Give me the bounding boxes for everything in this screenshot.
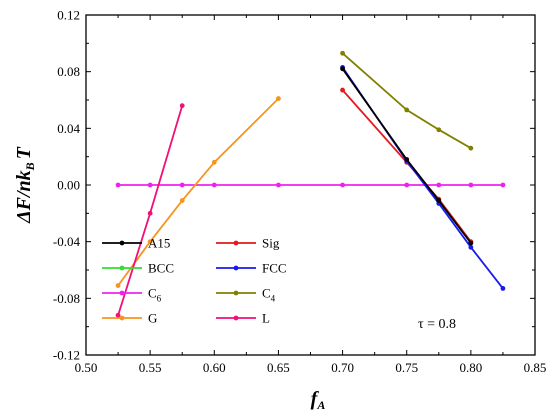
data-point-c6 <box>436 182 442 188</box>
x-tick-label: 0.85 <box>524 360 547 375</box>
legend-swatch-marker <box>233 240 239 246</box>
data-point-c6 <box>115 182 121 188</box>
series-a15 <box>340 66 474 246</box>
legend-entry-c4: C4 <box>216 286 276 304</box>
data-point-c6 <box>340 182 345 188</box>
x-tick-label: 0.70 <box>331 360 354 375</box>
data-point-g <box>211 159 217 165</box>
series-line-l <box>117 105 184 316</box>
y-tick-label: 0.08 <box>57 64 80 79</box>
series-line-a15 <box>341 68 472 244</box>
legend-label: FCC <box>262 261 287 276</box>
legend-entry-bcc: BCC <box>102 261 174 276</box>
data-point-a15 <box>404 157 410 162</box>
data-point-g <box>115 283 121 288</box>
data-point-c6 <box>147 182 153 188</box>
y-tick-label: 0.12 <box>57 8 80 23</box>
legend-swatch-marker <box>119 265 125 271</box>
x-tick-label: 0.75 <box>395 360 418 375</box>
legend-label: BCC <box>148 261 174 276</box>
series-layer <box>115 50 506 318</box>
legend-entry-l: L <box>216 311 270 326</box>
legend-label: G <box>148 311 157 326</box>
data-point-g <box>179 198 185 203</box>
data-point-c4 <box>436 127 442 133</box>
x-tick-label: 0.65 <box>267 360 290 375</box>
annotation-tau: τ = 0.8 <box>418 317 456 332</box>
legend-label: L <box>262 311 270 326</box>
data-point-c4 <box>404 107 410 113</box>
data-point-fcc <box>468 244 474 250</box>
y-tick-label: -0.12 <box>53 348 80 363</box>
series-g <box>115 96 281 288</box>
legend-swatch-marker <box>119 290 125 296</box>
legend-swatch-marker <box>119 240 125 246</box>
series-line-c4 <box>342 52 472 149</box>
legend-entry-g: G <box>102 311 157 326</box>
series-line-fcc <box>341 66 504 289</box>
legend-entry-c6: C6 <box>102 286 162 304</box>
x-tick-label: 0.60 <box>203 360 226 375</box>
series-line-g <box>117 97 280 287</box>
data-point-c4 <box>468 145 474 151</box>
data-point-g <box>147 239 153 245</box>
data-point-a15 <box>340 66 345 72</box>
x-axis: 0.50 0.55 0.60 0.65 0.70 0.75 0.80 0.85 <box>75 15 547 375</box>
data-point-g <box>276 96 281 101</box>
y-tick-label: -0.04 <box>53 234 81 249</box>
data-point-c6 <box>500 182 506 188</box>
legend-label: C6 <box>148 286 162 304</box>
x-tick-label: 0.55 <box>139 360 162 375</box>
y-tick-label: -0.08 <box>53 291 80 306</box>
data-point-c6 <box>211 182 217 188</box>
data-point-sig <box>340 87 345 93</box>
data-point-l <box>115 312 121 318</box>
data-point-l <box>147 210 153 216</box>
legend-label: A15 <box>148 236 170 251</box>
x-tick-label: 0.50 <box>75 360 98 375</box>
data-point-a15 <box>468 240 474 246</box>
data-point-c6 <box>179 182 185 188</box>
legend-entry-a15: A15 <box>102 236 170 251</box>
data-point-a15 <box>436 198 442 203</box>
data-point-c6 <box>468 182 474 188</box>
series-c6 <box>115 182 506 188</box>
legend-entry-fcc: FCC <box>216 261 287 276</box>
x-tick-label: 0.80 <box>459 360 482 375</box>
legend-entry-sig: Sig <box>216 236 280 251</box>
legend-label: C4 <box>262 286 276 304</box>
legend-label: Sig <box>262 236 280 251</box>
y-axis: 0.12 0.08 0.04 0.00 -0.04 -0.08 -0.12 <box>53 8 535 363</box>
data-point-c4 <box>340 50 345 56</box>
series-l <box>115 103 185 318</box>
data-point-l <box>179 103 185 109</box>
y-axis-title: ΔF/nkBT <box>13 146 37 224</box>
series-c4 <box>340 50 474 151</box>
legend-swatch-marker <box>233 315 239 321</box>
y-tick-label: 0.04 <box>57 121 80 136</box>
legend-swatch-marker <box>233 265 239 271</box>
data-point-c6 <box>276 182 281 188</box>
legend: A15 Sig BCC FCC C6 C4 G L <box>102 236 287 326</box>
y-tick-label: 0.00 <box>57 178 80 193</box>
data-point-fcc <box>500 286 506 291</box>
legend-swatch-marker <box>119 315 125 321</box>
data-point-c6 <box>404 182 410 188</box>
x-axis-title: fA <box>311 388 326 412</box>
legend-swatch-marker <box>233 290 239 296</box>
